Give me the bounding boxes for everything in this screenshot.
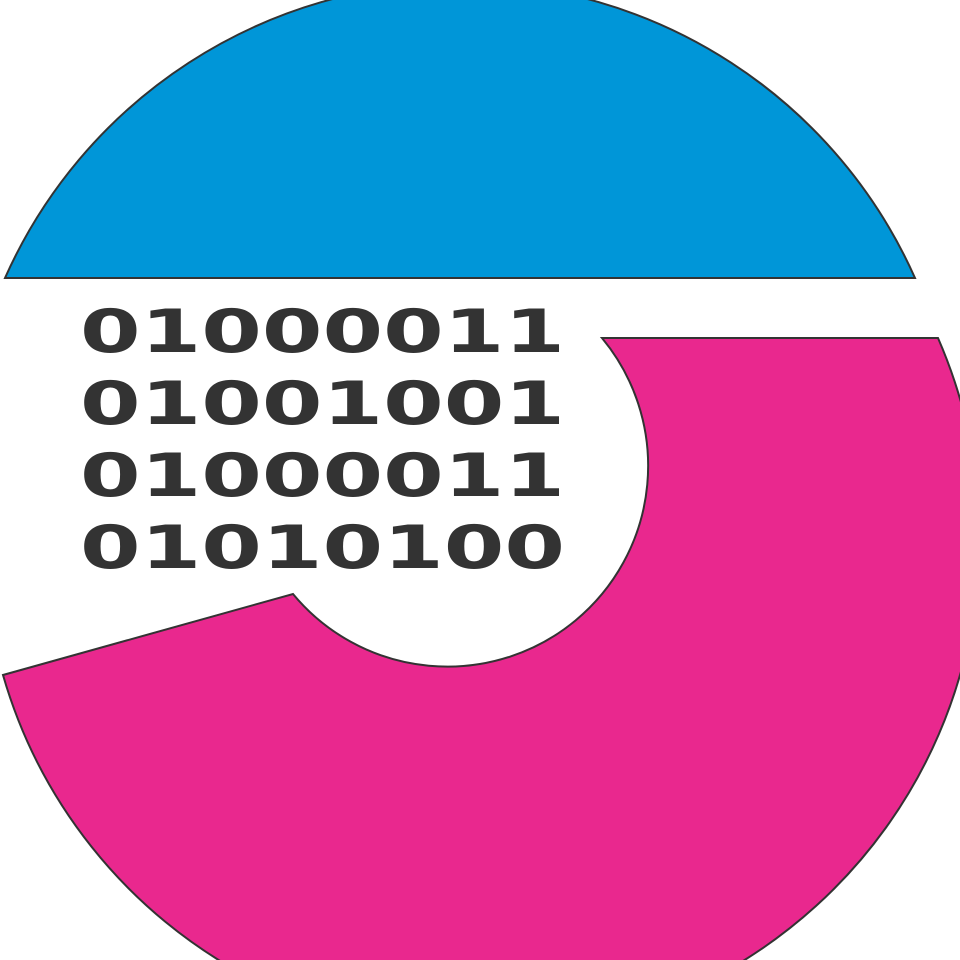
binary-line: 01010100 [80, 513, 565, 583]
blue-cap [3, 0, 917, 279]
pink-ring [1, 337, 960, 960]
binary-line: 01001001 [80, 369, 565, 439]
binary-line: 01000011 [80, 441, 565, 511]
binary-line: 01000011 [80, 297, 565, 367]
